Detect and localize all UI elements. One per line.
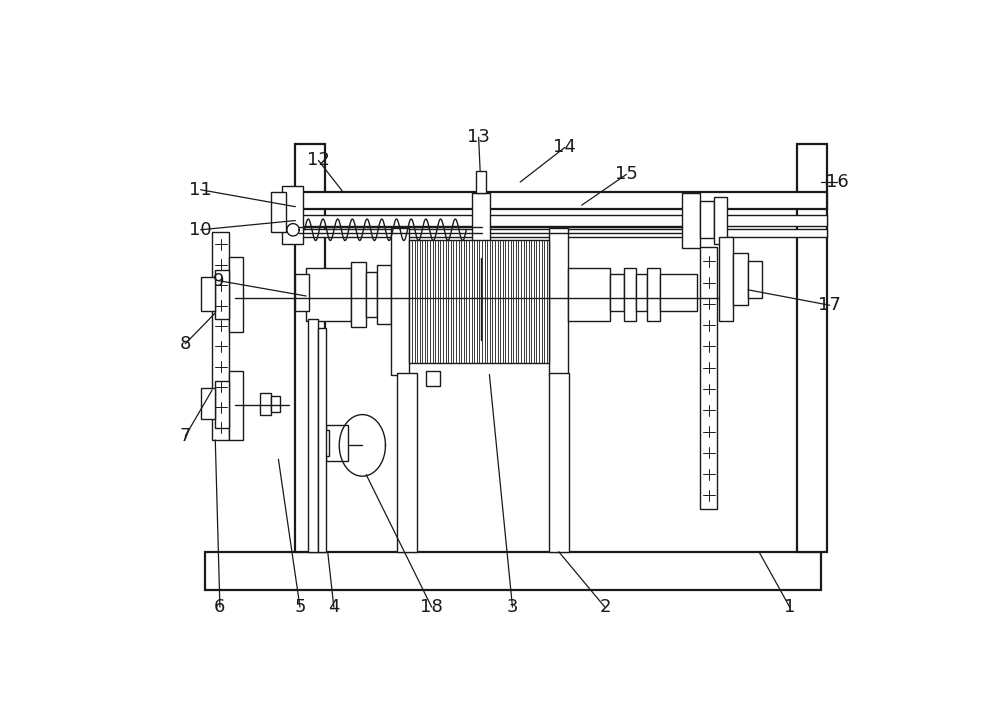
Bar bbox=[201, 388, 215, 419]
Text: 6: 6 bbox=[214, 598, 226, 616]
Text: 17: 17 bbox=[818, 296, 841, 315]
Bar bbox=[295, 229, 827, 237]
Text: 15: 15 bbox=[615, 165, 638, 183]
Text: 16: 16 bbox=[826, 173, 849, 191]
Bar bbox=[733, 253, 748, 305]
Bar bbox=[409, 240, 549, 363]
Bar bbox=[212, 232, 229, 440]
Text: 1: 1 bbox=[784, 598, 795, 616]
Bar bbox=[271, 396, 280, 412]
Text: 9: 9 bbox=[213, 272, 224, 290]
Bar bbox=[377, 265, 391, 324]
Bar bbox=[306, 268, 351, 320]
Text: 13: 13 bbox=[467, 129, 490, 147]
Text: 2: 2 bbox=[599, 598, 611, 616]
Bar bbox=[549, 228, 568, 375]
Bar bbox=[215, 380, 229, 428]
Bar bbox=[295, 144, 325, 552]
Bar bbox=[315, 430, 329, 456]
Bar bbox=[700, 202, 714, 238]
Bar bbox=[260, 393, 271, 415]
Text: 3: 3 bbox=[507, 598, 518, 616]
Bar bbox=[700, 247, 717, 509]
Bar bbox=[476, 247, 486, 257]
Bar bbox=[295, 192, 827, 209]
Bar bbox=[647, 268, 660, 320]
Bar bbox=[636, 275, 647, 312]
Text: 18: 18 bbox=[420, 598, 443, 616]
Text: 10: 10 bbox=[189, 221, 212, 239]
Bar bbox=[229, 257, 243, 332]
Bar bbox=[472, 193, 490, 248]
Bar bbox=[318, 328, 326, 552]
Bar bbox=[295, 275, 309, 312]
Bar bbox=[397, 373, 417, 552]
Bar bbox=[229, 370, 243, 440]
Bar bbox=[476, 172, 486, 193]
Text: 4: 4 bbox=[328, 598, 340, 616]
Bar bbox=[568, 268, 610, 320]
Bar bbox=[549, 373, 569, 552]
Bar bbox=[326, 425, 348, 460]
Bar bbox=[426, 370, 440, 386]
Bar bbox=[215, 270, 229, 319]
Bar bbox=[714, 197, 727, 244]
Bar bbox=[282, 186, 303, 244]
Bar bbox=[797, 144, 827, 552]
Bar bbox=[366, 272, 377, 317]
Bar bbox=[201, 277, 215, 310]
Bar bbox=[351, 262, 366, 327]
Bar bbox=[624, 268, 636, 320]
Text: 5: 5 bbox=[294, 598, 306, 616]
Bar bbox=[610, 275, 624, 312]
Bar bbox=[682, 193, 700, 248]
Text: 14: 14 bbox=[553, 139, 576, 157]
Text: 8: 8 bbox=[180, 335, 191, 352]
Bar bbox=[391, 228, 409, 375]
Text: 11: 11 bbox=[189, 181, 212, 199]
Bar bbox=[719, 237, 733, 320]
Text: 12: 12 bbox=[307, 152, 330, 169]
Bar bbox=[748, 260, 762, 297]
Bar bbox=[271, 192, 286, 232]
Bar bbox=[660, 275, 697, 312]
Bar bbox=[308, 319, 318, 552]
Text: 7: 7 bbox=[180, 427, 191, 445]
Bar bbox=[295, 215, 827, 226]
Bar bbox=[205, 552, 820, 590]
